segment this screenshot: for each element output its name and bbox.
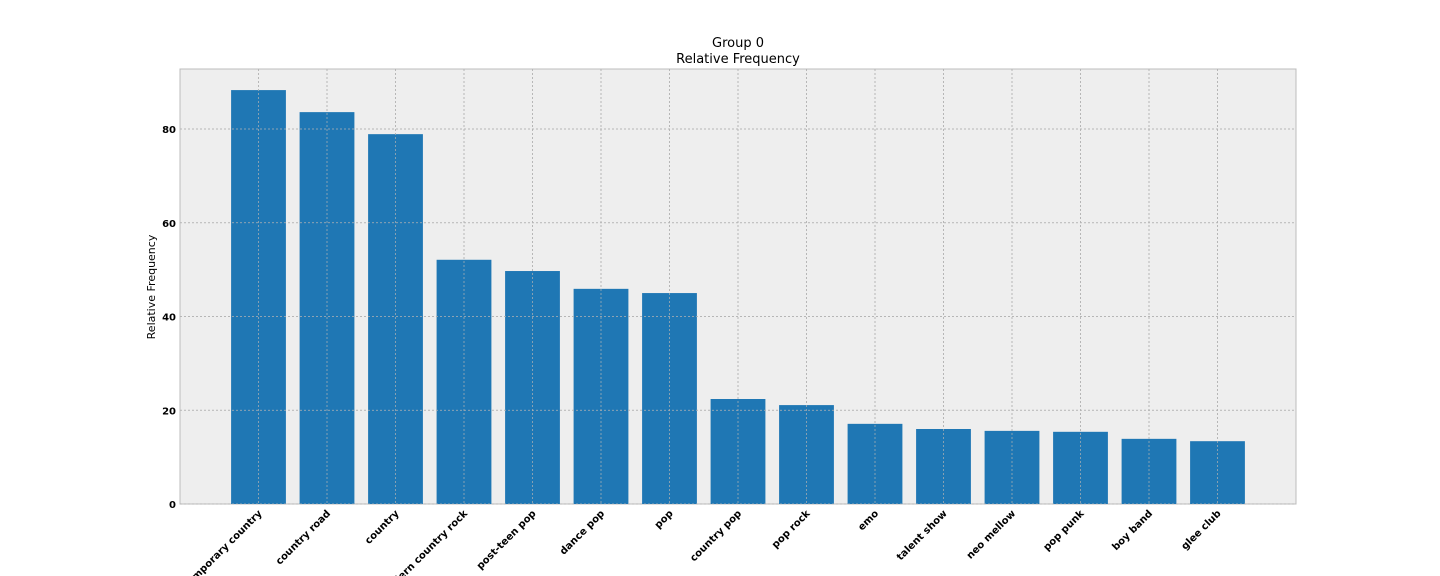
x-tick-label: talent show — [895, 508, 950, 563]
bar — [984, 430, 1040, 504]
x-tick-label: boy band — [1110, 508, 1155, 553]
y-axis-label: Relative Frequency — [145, 234, 158, 339]
x-tick-label: glee club — [1180, 508, 1224, 552]
bar — [573, 288, 629, 504]
y-tick-label: 80 — [162, 125, 176, 136]
bar — [1053, 431, 1108, 504]
x-tick-label: emo — [856, 508, 881, 533]
y-tick-label: 20 — [162, 406, 176, 417]
x-tick-label: country — [363, 508, 402, 547]
y-tick-label: 60 — [162, 219, 176, 230]
x-tick-label: country pop — [688, 508, 744, 564]
x-tick-label: contemporary country — [168, 508, 265, 576]
x-tick-label: post-teen pop — [475, 508, 539, 572]
x-tick-label: pop rock — [770, 508, 813, 551]
bar — [847, 423, 903, 504]
chart-subtitle: Relative Frequency — [676, 52, 800, 67]
chart-title: Group 0 — [712, 36, 764, 51]
x-tick-label: dance pop — [558, 508, 607, 557]
y-tick-label: 40 — [162, 313, 176, 324]
x-tick-label: pop punk — [1042, 508, 1087, 553]
x-tick-label: pop — [653, 508, 676, 531]
y-tick-label: 0 — [169, 500, 176, 511]
x-tick-label: country road — [274, 508, 333, 567]
x-tick-label: neo mellow — [965, 508, 1018, 561]
